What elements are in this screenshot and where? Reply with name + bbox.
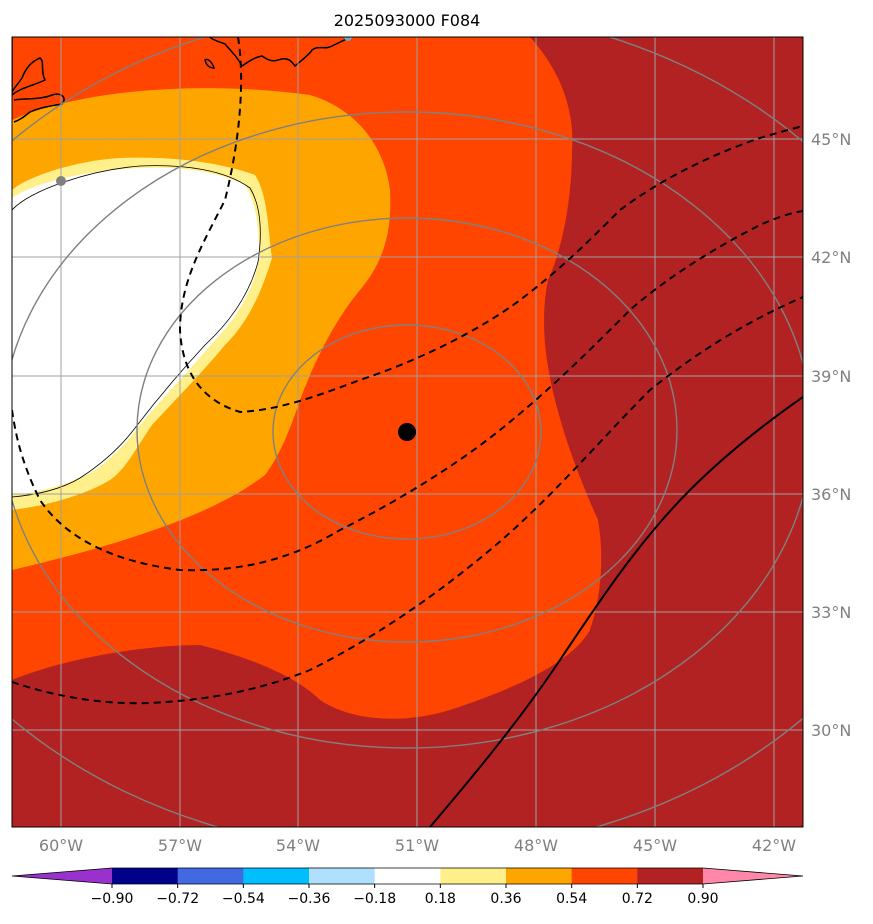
lat-labels: 45°N 42°N 39°N 36°N 33°N 30°N <box>811 130 851 740</box>
lon-label: 48°W <box>514 836 558 855</box>
lon-labels: 60°W 57°W 54°W 51°W 48°W 45°W 42°W <box>39 836 796 855</box>
colorbar-extension-high <box>703 868 803 884</box>
lat-label: 36°N <box>811 485 851 504</box>
colorbar-extension-low <box>12 868 112 884</box>
dashed-contours <box>12 37 803 705</box>
lat-label: 33°N <box>811 603 851 622</box>
colorbar-segment <box>309 868 376 884</box>
lon-label: 42°W <box>752 836 796 855</box>
colorbar-tick-label: 0.18 <box>425 891 456 907</box>
colorbar-tick-label: −0.90 <box>91 891 134 907</box>
colorbar: −0.90 −0.72 −0.54 −0.36 −0.18 0.18 0.36 0.54 0.7… <box>11 867 804 907</box>
lon-label: 60°W <box>39 836 83 855</box>
lon-label: 45°W <box>633 836 677 855</box>
center-marker <box>398 423 416 441</box>
chart-title: 2025093000 F084 <box>334 11 481 30</box>
lat-label: 42°N <box>811 248 851 267</box>
colorbar-tick-label: −0.72 <box>156 891 199 907</box>
lat-label: 45°N <box>811 130 851 149</box>
colorbar-segment <box>374 868 441 884</box>
colorbar-tick-label: −0.54 <box>222 891 265 907</box>
colorbar-tick-label: 0.36 <box>490 891 521 907</box>
small-gray-marker <box>56 176 66 186</box>
graticule <box>12 37 803 827</box>
colorbar-segment <box>112 868 179 884</box>
colorbar-tick-label: −0.18 <box>353 891 396 907</box>
colorbar-tick-label: 0.72 <box>622 891 653 907</box>
small-top-marker <box>344 37 352 41</box>
colorbar-tick-label: 0.54 <box>556 891 587 907</box>
map-frame <box>11 36 804 828</box>
lon-label: 57°W <box>158 836 202 855</box>
colorbar-segment <box>637 868 704 884</box>
colorbar-segment <box>440 868 507 884</box>
lat-label: 30°N <box>811 721 851 740</box>
colorbar-tick-label: 0.90 <box>687 891 718 907</box>
colorbar-segment <box>506 868 573 884</box>
white-region-outline <box>12 165 261 498</box>
lon-label: 51°W <box>395 836 439 855</box>
solid-contour <box>429 396 803 827</box>
colorbar-tick-label: −0.36 <box>288 891 331 907</box>
lat-label: 39°N <box>811 367 851 386</box>
colorbar-segment <box>571 868 638 884</box>
lon-label: 54°W <box>276 836 320 855</box>
colorbar-segment <box>177 868 244 884</box>
colorbar-segment <box>243 868 310 884</box>
